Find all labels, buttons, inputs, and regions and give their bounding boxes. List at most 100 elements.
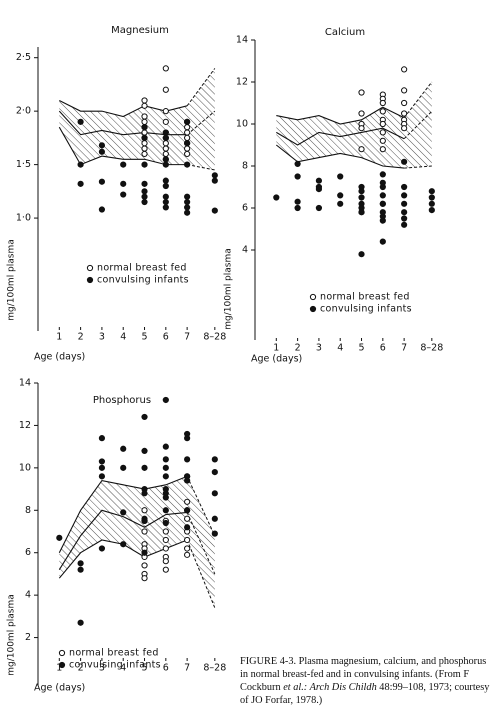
filled-point: [120, 509, 127, 516]
filled-point: [211, 456, 218, 463]
filled-point: [184, 193, 191, 200]
x-tick-label: 7: [184, 332, 190, 343]
x-tick-label: 6: [163, 332, 169, 343]
legend-label: convulsing infants: [69, 660, 161, 671]
open-point: [141, 528, 148, 535]
caption-text: 48:99–108, 1973; courtesy of JO Forfar, …: [240, 682, 490, 706]
caption-citation: et al.: Arch Dis Childh: [283, 682, 377, 693]
x-axis-label: Age (days): [34, 352, 85, 363]
filled-point: [141, 447, 148, 454]
x-tick-label: 5: [141, 663, 147, 674]
x-tick-label: 3: [99, 332, 105, 343]
filled-point: [141, 198, 148, 206]
open-point: [184, 536, 191, 544]
x-tick-label: 1: [56, 332, 62, 343]
filled-point: [184, 209, 191, 216]
filled-point: [211, 530, 218, 537]
x-tick-label: 5: [358, 343, 364, 354]
open-point: [162, 65, 169, 72]
x-axis-label: Age (days): [34, 683, 85, 694]
filled-point: [401, 158, 408, 165]
open-point: [358, 125, 365, 132]
filled-point: [211, 490, 218, 497]
filled-point: [98, 178, 106, 185]
x-tick-label: 4: [120, 663, 126, 674]
x-tick-label: 1: [56, 663, 62, 674]
open-point: [141, 118, 148, 125]
filled-point: [211, 207, 218, 214]
y-axis-label: mg/100ml plasma: [7, 239, 17, 321]
x-axis-label: Age (days): [251, 354, 302, 365]
legend-label: convulsing infants: [320, 304, 412, 315]
filled-point: [98, 206, 106, 213]
open-point: [184, 515, 191, 522]
filled-point: [162, 134, 169, 141]
filled-point: [141, 549, 148, 556]
x-tick-label: 2: [78, 332, 84, 343]
filled-point: [184, 477, 191, 484]
filled-point: [294, 173, 301, 180]
normal-range-band: [276, 82, 432, 169]
open-point: [358, 110, 365, 117]
normal-range-band: [59, 476, 215, 608]
y-tick-label: 10: [236, 119, 248, 130]
open-point: [184, 498, 191, 505]
legend-marker: [58, 661, 66, 669]
filled-point: [184, 204, 191, 211]
filled-point: [184, 161, 191, 168]
open-point: [401, 125, 408, 132]
open-point: [162, 545, 169, 552]
filled-point: [162, 494, 169, 501]
filled-point: [337, 173, 344, 180]
y-tick-label: 1·0: [16, 213, 31, 224]
filled-point: [141, 134, 148, 141]
filled-point: [358, 194, 365, 201]
filled-point: [162, 177, 169, 184]
band-upper-line: [276, 106, 405, 125]
filled-point: [141, 517, 148, 524]
filled-point: [98, 545, 106, 552]
filled-point: [162, 507, 169, 514]
filled-point: [98, 148, 106, 155]
y-tick-label: 6: [25, 547, 31, 558]
y-tick-label: 12: [19, 420, 31, 431]
legend-label: normal breast fed: [69, 648, 159, 659]
y-tick-label: 10: [19, 462, 31, 473]
normal-range-band: [59, 68, 215, 170]
filled-point: [141, 464, 148, 471]
filled-point: [211, 515, 218, 522]
y-tick-label: 14: [236, 35, 248, 46]
open-point: [141, 97, 148, 104]
band-mid-line: [276, 127, 405, 146]
filled-point: [162, 182, 169, 190]
filled-point: [162, 396, 169, 404]
band-lower-extrapolation: [186, 539, 216, 609]
x-tick-label: 8–28: [203, 663, 226, 674]
y-axis-label: mg/100ml plasma: [7, 594, 17, 676]
filled-point: [337, 200, 344, 207]
filled-point: [211, 172, 218, 179]
filled-point: [401, 183, 408, 191]
open-point: [379, 129, 386, 136]
open-point: [401, 110, 408, 117]
open-point: [184, 150, 191, 158]
filled-point: [401, 221, 408, 228]
x-tick-label: 4: [120, 332, 126, 343]
filled-point: [184, 456, 191, 463]
filled-point: [379, 183, 386, 191]
filled-point: [162, 456, 169, 463]
caption-text: Plasma magnesium, calcium, and phosphoru…: [240, 656, 487, 693]
band-mid-extrapolation: [186, 512, 216, 575]
filled-point: [141, 161, 148, 168]
x-tick-label: 8–28: [203, 332, 226, 343]
filled-point: [162, 198, 169, 206]
filled-point: [401, 209, 408, 216]
legend-label: normal breast fed: [320, 292, 410, 303]
filled-point: [428, 207, 435, 214]
y-tick-label: 2·0: [16, 106, 31, 117]
filled-point: [56, 534, 63, 541]
open-point: [162, 140, 169, 147]
filled-point: [211, 469, 218, 476]
filled-point: [379, 192, 386, 199]
open-point: [379, 146, 386, 153]
